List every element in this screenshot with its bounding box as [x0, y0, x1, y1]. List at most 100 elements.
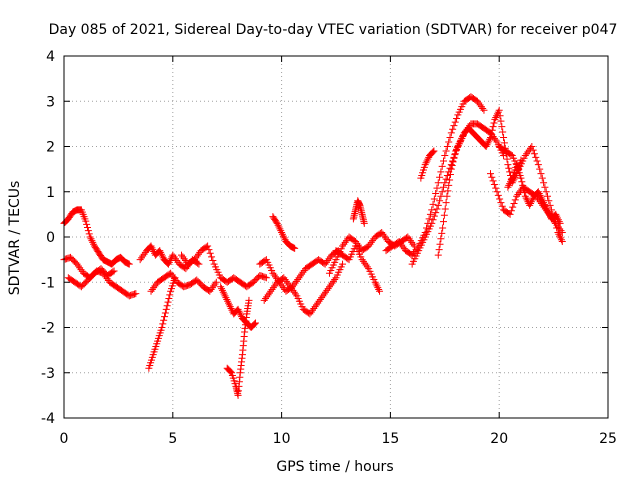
- data-point: [497, 117, 505, 125]
- data-point: [557, 227, 565, 235]
- data-point: [341, 238, 349, 246]
- data-point: [272, 218, 280, 226]
- data-point: [495, 106, 503, 114]
- data-point: [409, 240, 417, 248]
- data-point: [529, 146, 537, 154]
- data-point: [429, 216, 437, 224]
- data-point: [530, 150, 538, 158]
- data-point: [436, 240, 444, 248]
- data-point: [553, 224, 561, 232]
- data-point: [438, 162, 446, 170]
- data-point: [263, 293, 271, 301]
- data-point: [320, 290, 328, 298]
- data-point: [545, 209, 553, 217]
- data-point: [73, 260, 81, 268]
- data-point: [491, 115, 499, 123]
- data-point: [492, 114, 500, 122]
- data-point: [315, 297, 323, 305]
- data-point: [490, 134, 498, 142]
- data-point: [87, 235, 95, 243]
- data-point: [429, 148, 437, 156]
- data-point: [505, 164, 513, 172]
- data-point: [281, 276, 289, 284]
- data-point: [507, 176, 515, 184]
- data-point: [457, 136, 465, 144]
- data-point: [273, 219, 281, 227]
- data-point: [218, 285, 226, 293]
- data-point: [193, 252, 201, 260]
- data-point: [139, 252, 147, 260]
- data-point: [225, 299, 233, 307]
- data-point: [399, 243, 407, 251]
- data-point: [182, 265, 190, 273]
- data-point: [439, 157, 447, 165]
- data-point: [405, 235, 413, 243]
- data-point: [520, 189, 528, 197]
- data-point: [251, 319, 259, 327]
- data-point: [208, 284, 216, 292]
- data-point: [132, 290, 140, 298]
- data-point: [498, 123, 506, 131]
- data-point: [507, 207, 515, 215]
- data-point: [538, 174, 546, 182]
- data-point: [270, 271, 278, 279]
- data-point: [171, 255, 179, 263]
- data-point: [319, 292, 327, 300]
- data-point: [506, 168, 514, 176]
- data-point: [484, 139, 492, 147]
- data-point: [395, 238, 403, 246]
- y-tick-label: -4: [41, 411, 55, 427]
- data-point: [178, 251, 186, 259]
- data-point: [157, 248, 165, 256]
- data-point: [536, 191, 544, 199]
- y-tick-label: 1: [46, 185, 55, 201]
- data-point: [505, 181, 513, 189]
- x-tick-label: 10: [273, 431, 291, 447]
- data-point: [83, 220, 91, 228]
- data-point: [556, 232, 564, 240]
- data-point: [195, 260, 203, 268]
- data-point: [156, 247, 164, 255]
- data-point: [329, 277, 337, 285]
- data-point: [442, 199, 450, 207]
- data-point: [234, 305, 242, 313]
- data-point: [379, 230, 387, 238]
- data-point: [421, 161, 429, 169]
- data-point: [279, 232, 287, 240]
- data-point: [521, 152, 529, 160]
- data-point: [278, 282, 286, 290]
- data-point: [444, 187, 452, 195]
- data-point: [447, 129, 455, 137]
- data-point: [164, 260, 172, 268]
- data-point: [84, 223, 92, 231]
- data-point: [534, 188, 542, 196]
- data-point: [497, 199, 505, 207]
- data-point: [536, 165, 544, 173]
- data-point: [162, 305, 170, 313]
- data-point: [358, 256, 366, 264]
- data-point: [125, 260, 133, 268]
- data-point: [372, 280, 380, 288]
- data-point: [545, 197, 553, 205]
- data-point: [520, 185, 528, 193]
- data-point: [483, 141, 491, 149]
- data-point: [433, 205, 441, 213]
- data-point: [554, 228, 562, 236]
- data-point: [490, 181, 498, 189]
- data-point: [534, 161, 542, 169]
- data-point: [375, 285, 383, 293]
- data-point: [535, 190, 543, 198]
- data-point: [227, 368, 235, 376]
- data-point: [279, 284, 287, 292]
- data-point: [166, 257, 174, 265]
- data-point: [149, 246, 157, 254]
- series-track-h: [217, 283, 259, 331]
- chart-title: Day 085 of 2021, Sidereal Day-to-day VTE…: [49, 22, 618, 38]
- data-point: [447, 165, 455, 173]
- data-point: [554, 216, 562, 224]
- data-point: [277, 227, 285, 235]
- x-tick-label: 15: [381, 431, 399, 447]
- data-point: [538, 195, 546, 203]
- data-point: [280, 274, 288, 282]
- data-point: [276, 225, 284, 233]
